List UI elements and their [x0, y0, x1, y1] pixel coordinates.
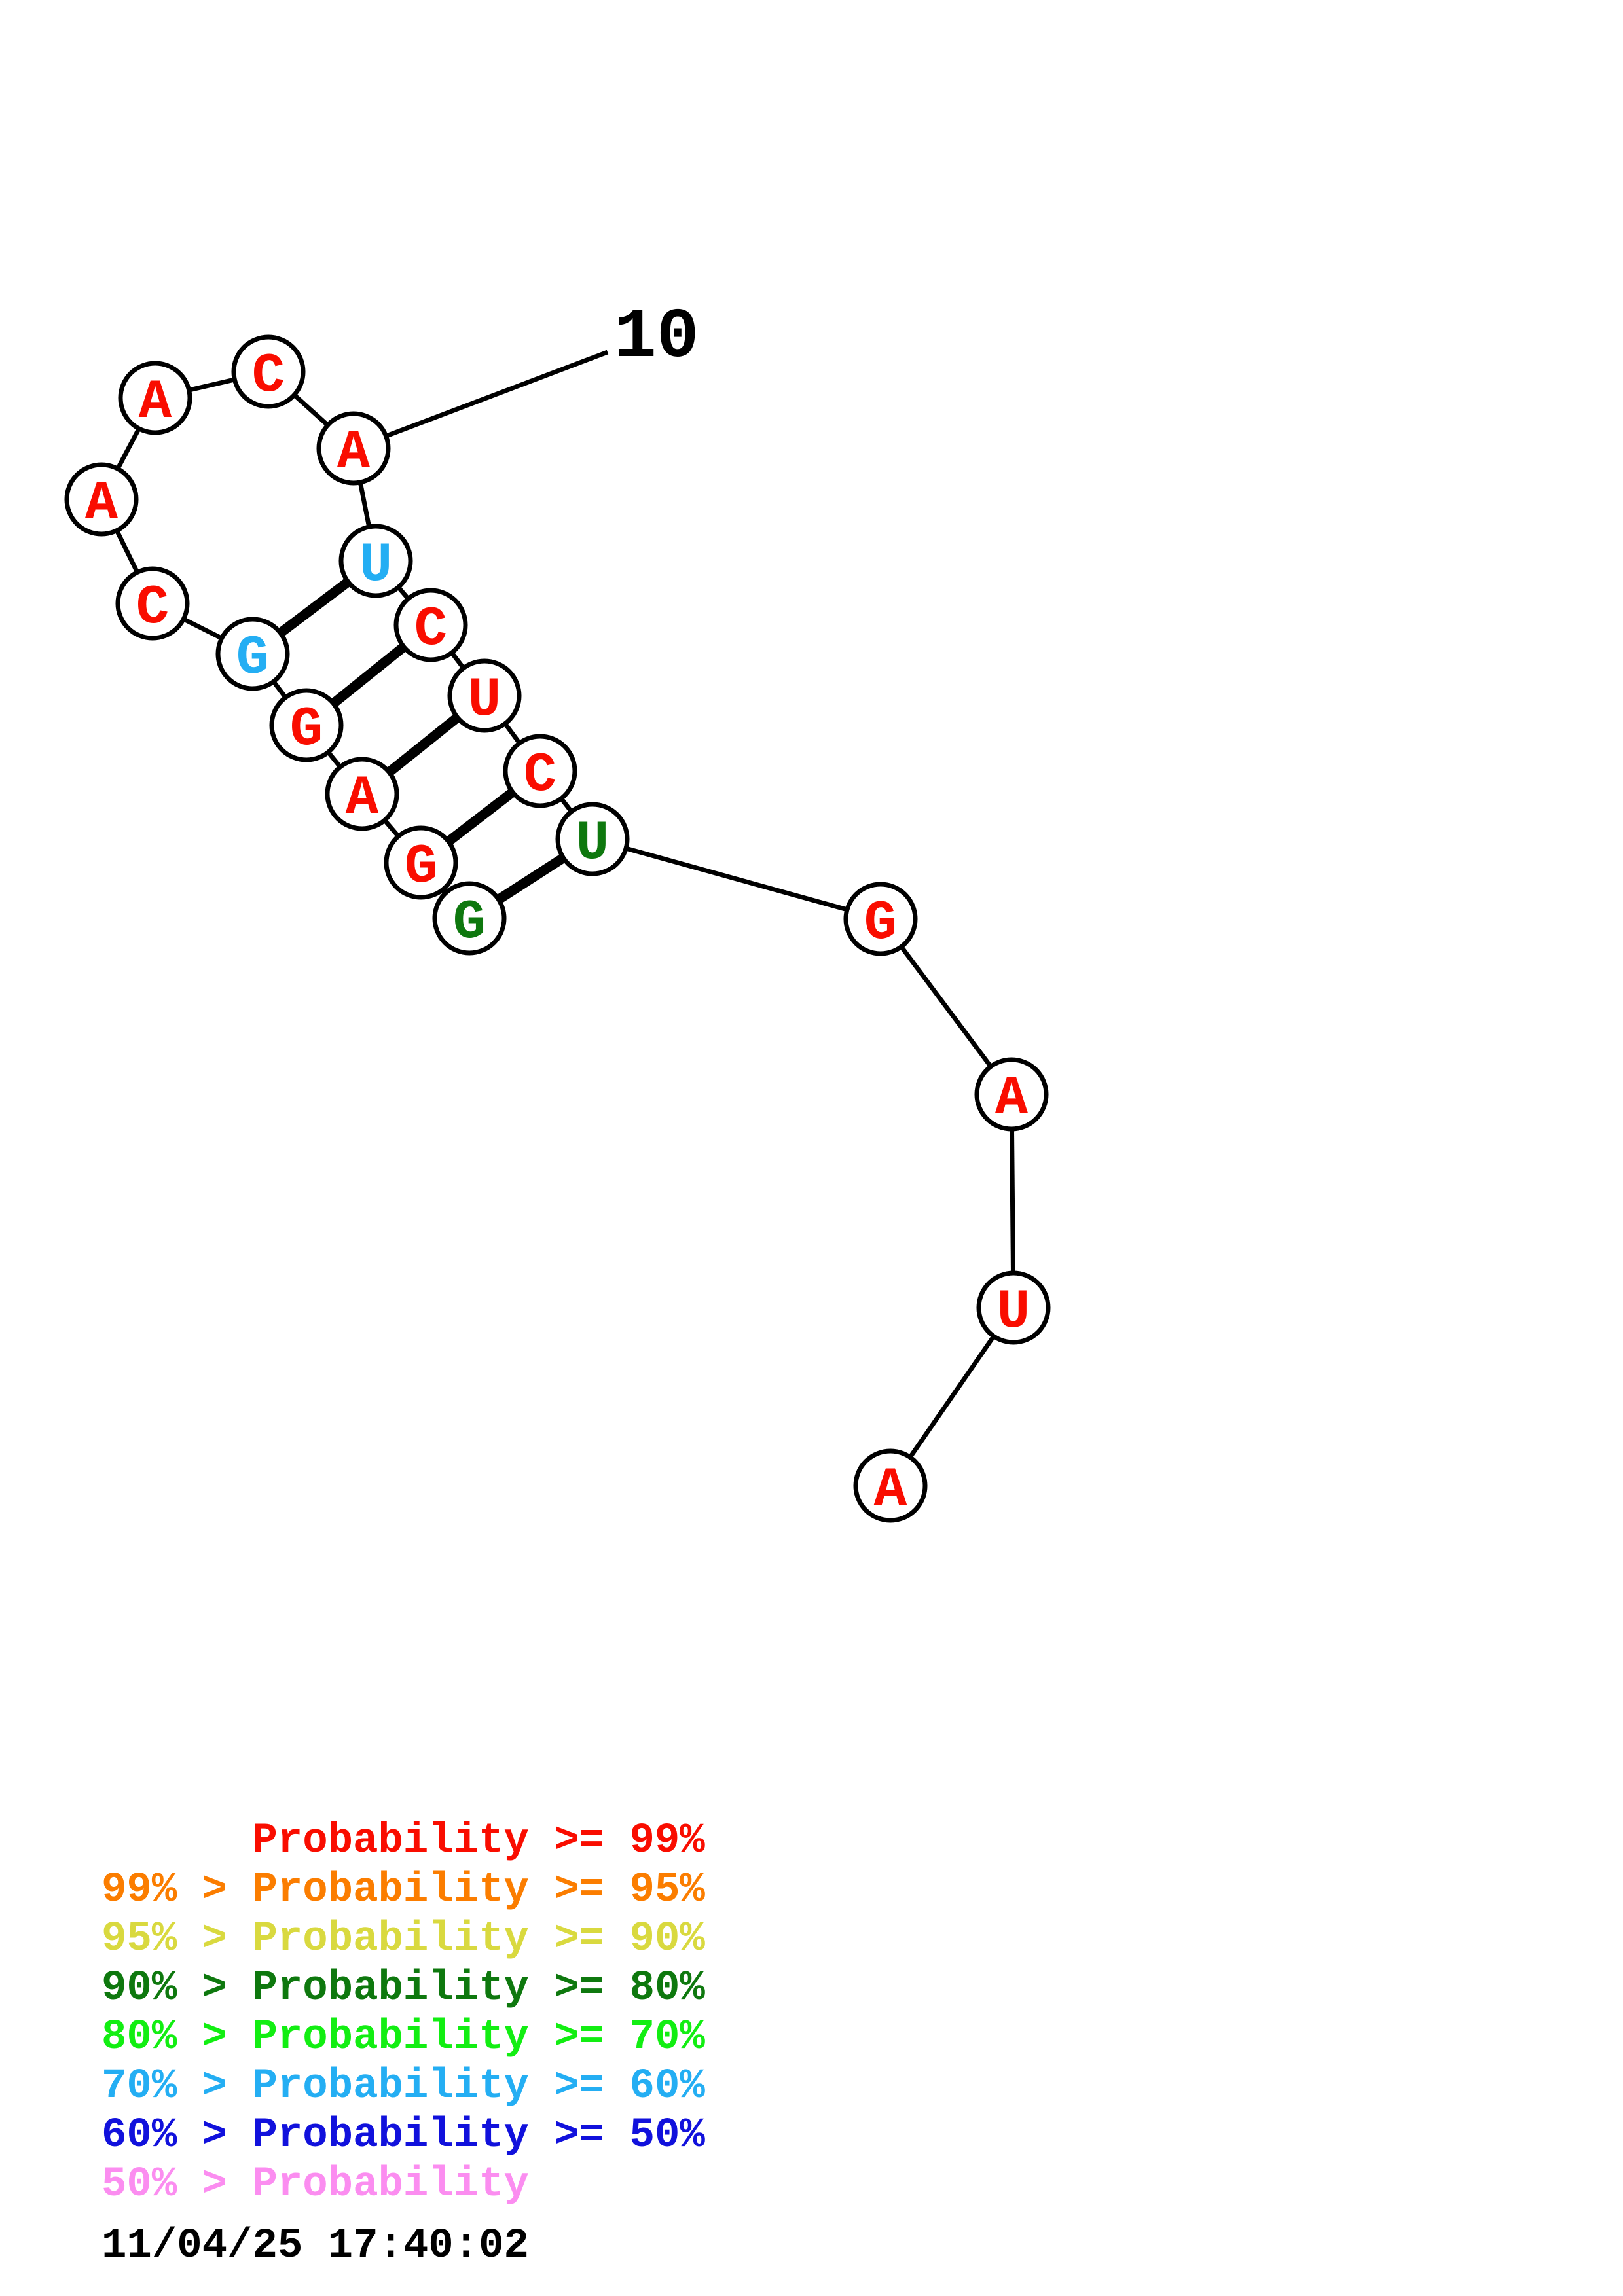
legend-row: 90% > Probability >= 80%: [101, 1965, 705, 2012]
probability-legend: Probability >= 99% 99% > Probability >= 9…: [101, 1817, 705, 2210]
nucleotide-circle: [316, 411, 391, 486]
nucleotide-circle: [853, 1448, 928, 1523]
nucleotide-base-letter: A: [995, 1068, 1029, 1130]
nucleotide-base-letter: C: [524, 745, 556, 807]
legend-row: 70% > Probability >= 60%: [101, 2063, 705, 2110]
nucleotide-circle: [115, 566, 190, 641]
nucleotide-base-letter: U: [997, 1282, 1030, 1344]
nucleotide-circle: [325, 757, 399, 831]
nucleotide-circle: [215, 617, 290, 691]
nucleotide-circle: [976, 1270, 1051, 1345]
legend-row: 60% > Probability >= 50%: [101, 2112, 705, 2159]
nucleotide-base-letter: G: [290, 699, 323, 761]
timestamp: 11/04/25 17:40:02: [101, 2223, 529, 2270]
nucleotide-circle: [432, 881, 507, 956]
nucleotide-circle: [64, 462, 139, 537]
legend-row: 50% > Probability: [101, 2161, 529, 2208]
nucleotide-base-letter: G: [453, 892, 486, 954]
nucleotide-circle: [269, 688, 344, 762]
nucleotide-base-letter: C: [414, 599, 447, 661]
nucleotide-base-letter: U: [468, 670, 501, 732]
label-10-leader-line: [352, 350, 609, 451]
legend-row: 95% > Probability >= 90%: [101, 1916, 705, 1963]
nucleotide-base-letter: A: [139, 372, 172, 434]
legend-row: 99% > Probability >= 95%: [101, 1867, 705, 1914]
nucleotide-circle: [555, 802, 630, 876]
nucleotide-circle: [503, 734, 577, 808]
nucleotide-base-letter: G: [864, 893, 897, 955]
nucleotide-base-letter: C: [252, 346, 285, 408]
nucleotide-circle: [338, 524, 413, 598]
sequence-position-10-label: 10: [614, 298, 699, 378]
nucleotide-circle: [447, 658, 522, 733]
nucleotide-circle: [393, 588, 468, 662]
nucleotide-base-letter: A: [346, 768, 379, 830]
nucleotide-base-letter: A: [85, 473, 119, 535]
legend-row: Probability >= 99%: [252, 1818, 705, 1865]
nucleotide-base-letter: U: [359, 535, 392, 597]
nucleotide-circle: [118, 361, 192, 435]
nucleotide-circle: [974, 1057, 1049, 1132]
legend-row: 80% > Probability >= 70%: [101, 2014, 705, 2061]
nucleotide-base-letter: U: [576, 813, 609, 875]
nucleotide-base-letter: A: [337, 422, 371, 484]
nucleotide-base-letter: C: [136, 577, 169, 639]
nucleotide-circle: [384, 825, 458, 900]
backbone-bond: [592, 836, 881, 922]
nucleotide-circle: [231, 334, 306, 409]
nucleotide-base-letter: G: [405, 836, 437, 899]
nucleotide-circle: [843, 882, 918, 956]
nucleotide-base-letter: A: [874, 1460, 907, 1522]
nucleotide-base-letter: G: [236, 628, 269, 690]
